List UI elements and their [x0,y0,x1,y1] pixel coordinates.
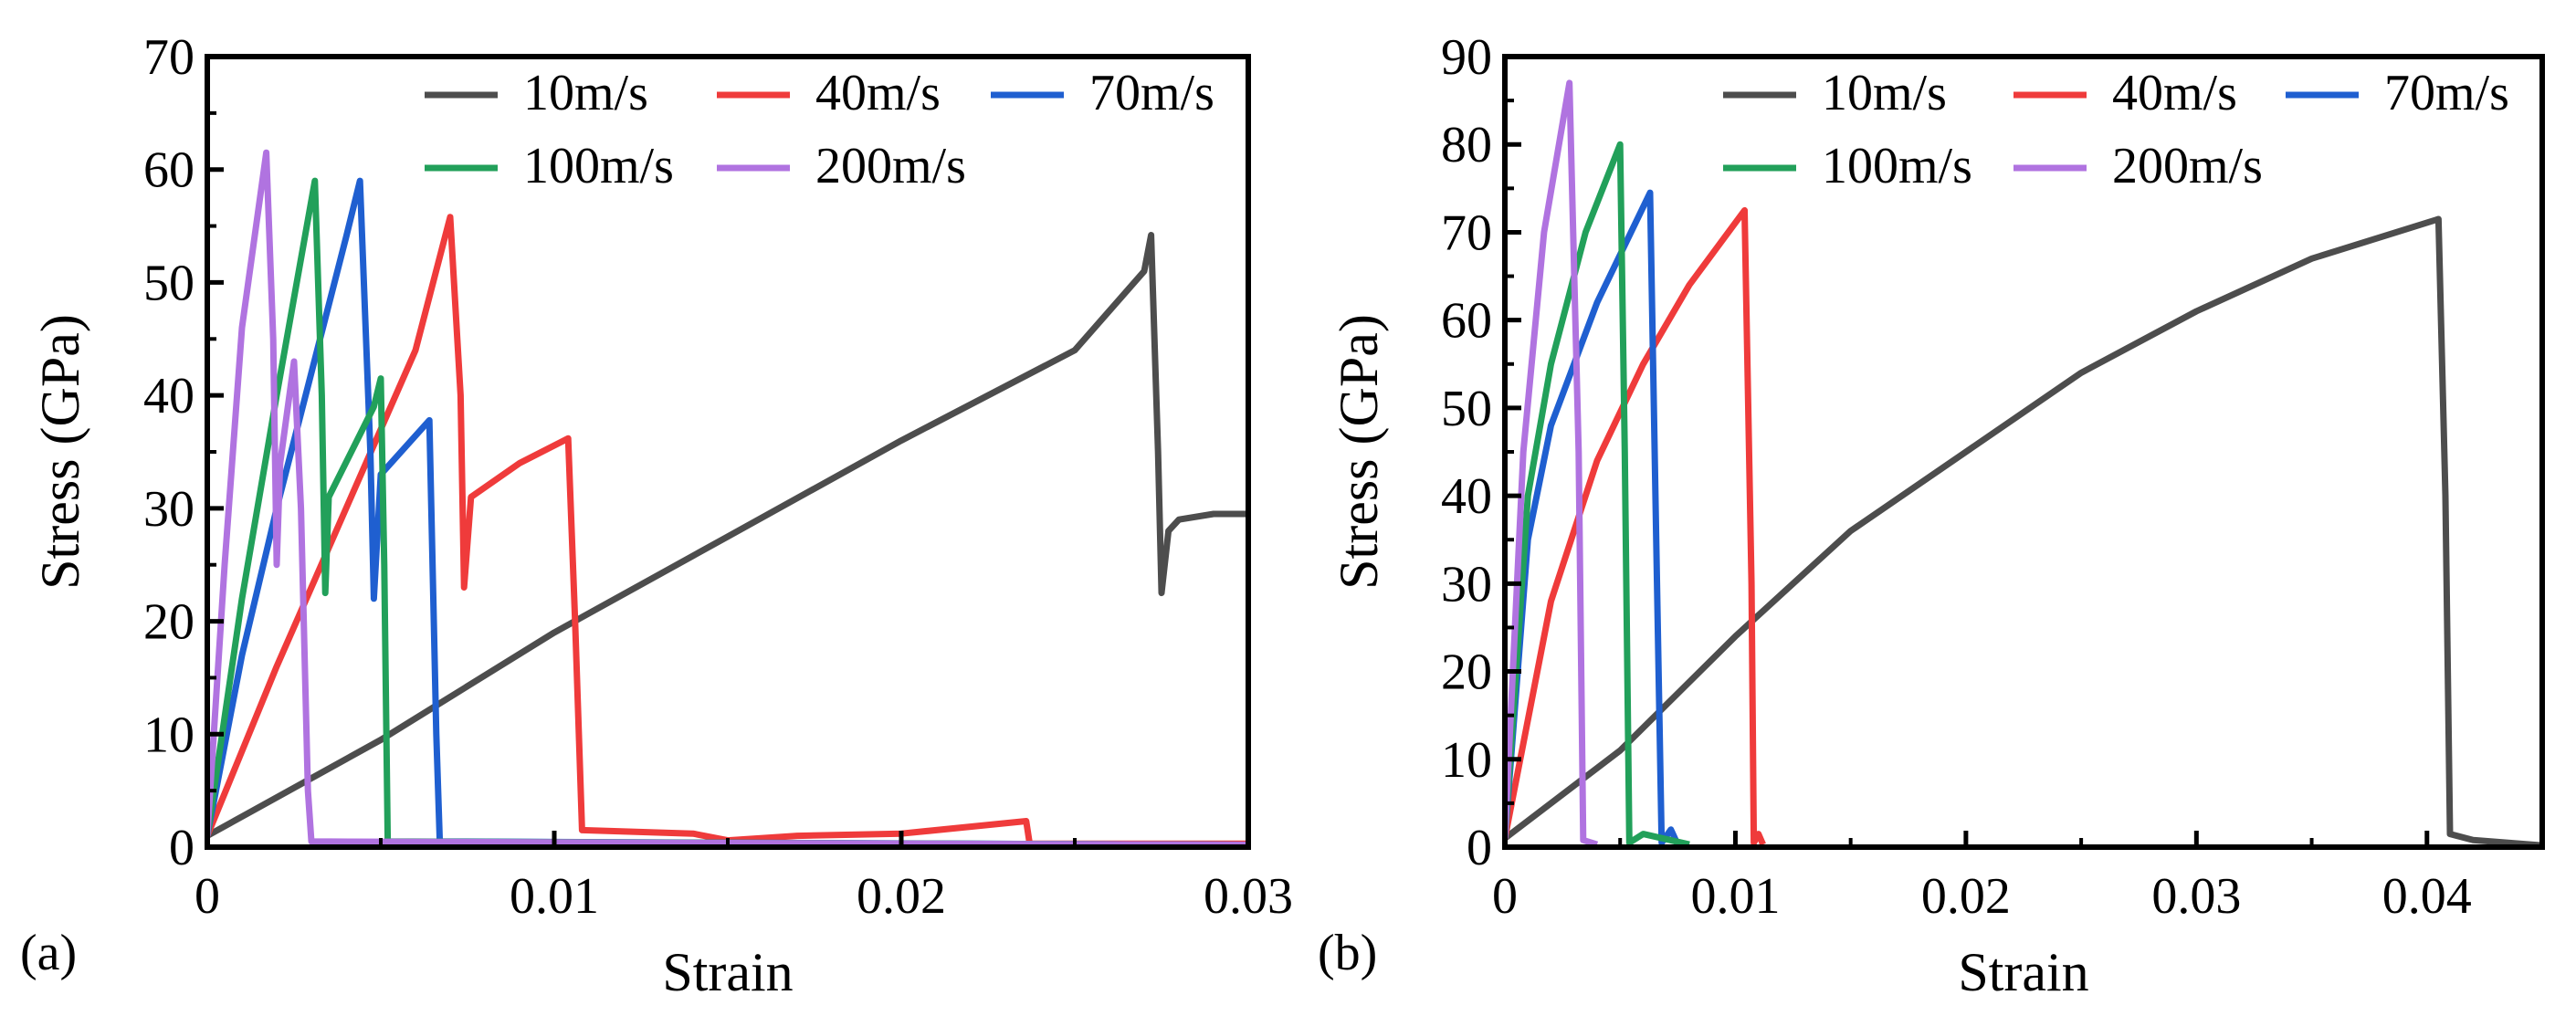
series-line-100m-per-s [207,177,1248,847]
legend-label: 200m/s [815,138,966,194]
y-tick-label: 40 [143,368,195,424]
series-line-100m-per-s [1505,141,1690,847]
x-tick-label: 0.03 [2151,868,2241,925]
y-tick-label: 60 [143,142,195,199]
legend-label: 10m/s [1822,65,1947,121]
x-tick-label: 0.02 [1921,868,2011,925]
legend: 10m/s 40m/s 70m/s 100m/s 200m/s [425,65,1214,194]
legend-label: 40m/s [2112,65,2237,121]
legend-label: 100m/s [1822,138,1972,194]
series-line-70m-per-s [207,177,1248,847]
y-tick-label: 0 [1467,820,1492,876]
panel-label-a: (a) [20,925,77,981]
legend-label: 70m/s [1089,65,1214,121]
y-tick-label: 80 [1441,117,1492,173]
y-tick-label: 10 [1441,732,1492,789]
y-tick-label: 50 [1441,381,1492,437]
y-tick-label: 10 [143,707,195,763]
y-axis-title: Stress (GPa) [30,314,90,590]
legend-label: 200m/s [2112,138,2263,194]
x-tick-label: 0.04 [2382,868,2472,925]
x-tick-label: 0 [195,868,220,925]
y-tick-label: 60 [1441,293,1492,350]
legend: 10m/s 40m/s 70m/s 100m/s 200m/s [1723,65,2509,194]
legend-label: 10m/s [523,65,648,121]
series-line-10m-per-s [207,232,1248,839]
series-line-10m-per-s [1505,215,2542,847]
series-line-200m-per-s [207,149,1248,847]
y-tick-label: 30 [1441,556,1492,613]
y-axis-title: Stress (GPa) [1329,314,1389,590]
y-tick-label: 20 [143,594,195,651]
x-tick-label: 0 [1492,868,1518,925]
panel-b: 0 0.01 0.02 0.03 0.04 0 10 20 30 40 50 60 70 80 90 Stra… [1329,29,2545,1002]
y-tick-label: 30 [143,481,195,538]
x-tick-label: 0.01 [1690,868,1780,925]
x-axis-title: Strain [662,942,793,1002]
series-line-70m-per-s [1505,189,1681,846]
plot-frame [205,54,1251,850]
y-tick-label: 0 [169,820,195,876]
y-tick-label: 70 [143,29,195,86]
y-tick-label: 90 [1441,29,1492,86]
series-line-200m-per-s [1505,79,1599,847]
legend-label: 40m/s [815,65,941,121]
panel-label-b: (b) [1318,925,1377,981]
x-tick-label: 0.01 [510,868,599,925]
panel-a: 0 0.01 0.02 0.03 0 10 20 30 40 50 60 70 Strain Stress… [30,29,1293,1002]
y-tick-label: 70 [1441,204,1492,261]
legend-label: 100m/s [523,138,674,194]
series-line-40m-per-s [1505,206,1766,846]
x-tick-label: 0.02 [857,868,946,925]
y-tick-label: 20 [1441,644,1492,701]
legend-label: 70m/s [2384,65,2509,121]
x-tick-label: 0.03 [1204,868,1293,925]
y-tick-label: 50 [143,255,195,311]
x-axis-title: Strain [1958,942,2088,1002]
y-tick-label: 40 [1441,468,1492,525]
